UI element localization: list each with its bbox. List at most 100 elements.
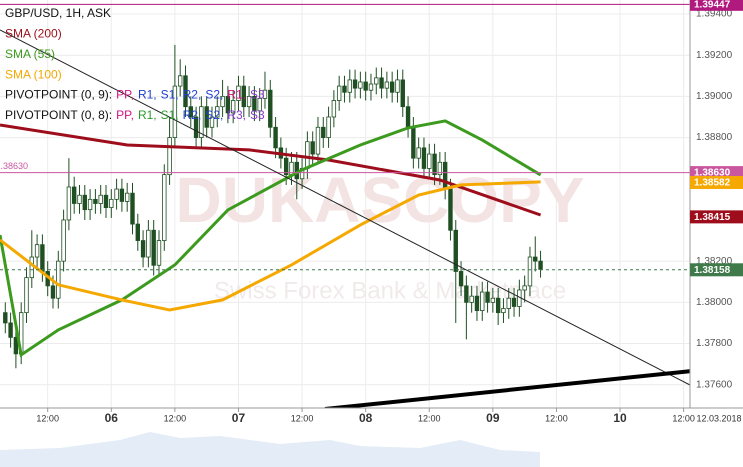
candle-body [437,161,443,176]
candle-body [119,188,125,202]
x-tick-label: 12:00 [672,413,695,423]
price-label: 1.38582 [694,178,731,189]
candle-body [527,256,533,287]
candle-body [124,192,130,202]
pivot-legend-part: S2, [205,108,223,122]
candle-body [421,147,427,169]
x-tick-label: 12:00 [545,413,568,423]
candle-body [310,141,315,155]
candle-body [336,85,342,101]
candle-body [140,240,146,258]
candle-body [342,85,347,93]
pivot-legend-part: PP, [116,88,134,102]
candle-body [66,186,72,221]
candle-body [405,106,411,128]
candle-body [188,106,193,118]
candle-body [283,157,289,176]
candle-body [411,126,416,159]
candle-body [77,194,82,204]
pivot-legend-part: R2, [183,88,202,102]
plot [0,3,690,369]
candle-body [347,79,352,93]
y-tick-label: 1.38800 [696,132,733,143]
x-tick-label: 09 [486,411,500,425]
pivot-legend-part: R1, [138,108,157,122]
price-label-box [690,263,743,277]
candle-body [448,188,453,231]
candle-body [109,198,114,209]
y-tick-label: 1.39200 [696,50,733,61]
x-tick-label: 12:00 [164,413,187,423]
x-tick-label: 12:00 [36,413,59,423]
legend-title: GBP/USD, 1H, ASK [5,6,111,20]
trend-line-bold [324,369,693,411]
candle-body [432,153,437,176]
price-axis-bg [690,0,743,467]
pivot-legend-part: S2, [205,88,223,102]
candle-body [167,137,172,176]
date-box [695,411,743,425]
candle-body [331,100,337,118]
candle-body [379,77,384,89]
price-label: 1.39447 [694,0,731,10]
y-tick-label: 1.39000 [696,91,733,102]
candle-body [156,240,162,266]
candle-body [183,75,188,108]
pivot-legend-part: S1, [161,108,179,122]
candle-body [273,126,278,149]
candle-body [363,81,368,91]
candle-body [225,95,231,114]
candle-body [13,336,19,355]
candle-body [395,79,400,93]
legend: GBP/USD, 1H, ASK SMA (200) SMA (55) SMA (10… [5,6,265,122]
candle-body [87,198,93,211]
candle-body [384,81,390,89]
axes: 1.39400 1.39200 1.39000 1.38800 1.38200 1.380… [0,0,743,425]
candle-body [50,285,56,299]
pivot-legend: PIVOTPOINT (0, 8): PP, R1, S1, R2, S2, R3, S3 [5,108,265,122]
candle-body [114,188,119,200]
pivot-legend-part: R1, [138,88,157,102]
candle-body [474,295,480,311]
y-tick-label: 1.37800 [696,338,733,349]
candle-body [501,308,506,314]
candle-body [82,194,87,211]
candle-body [533,256,538,262]
candle-body [389,81,395,93]
candle-body [511,297,517,307]
candle-body [464,285,469,303]
candle-body [230,100,236,114]
y-tick-label: 1.39400 [696,9,733,20]
pivot-legend-part: S3 [250,108,265,122]
candle-body [71,186,77,204]
pivot-legend-part: PP, [116,108,134,122]
legend-entry: SMA (200) [5,27,62,41]
pivot-legend-part: R1, [227,88,246,102]
candle-body [151,229,156,266]
candle-body [29,256,34,279]
price-label-box [690,0,743,11]
price-label: 1.38630 [694,168,731,179]
candle-body [453,229,458,272]
candle-body [215,106,220,118]
legend-entry: SMA (100) [5,67,62,81]
candle-body [209,116,215,128]
sma-line [0,119,542,358]
candle-body [61,219,66,262]
x-tick-label: 08 [359,411,373,425]
candle-body [135,223,140,241]
candle-body [400,79,405,108]
candle-body [490,297,496,303]
price-label-box [690,210,743,224]
candle-body [416,147,421,159]
candle-body [236,85,241,101]
y-tick-label: 1.38000 [696,297,733,308]
candle-body [241,85,246,108]
candle-body [93,198,98,204]
candle-body [34,244,40,258]
x-tick-label: 10 [613,411,627,425]
candle-body [257,98,262,112]
candle-body [321,126,326,138]
candle-body [172,85,178,138]
